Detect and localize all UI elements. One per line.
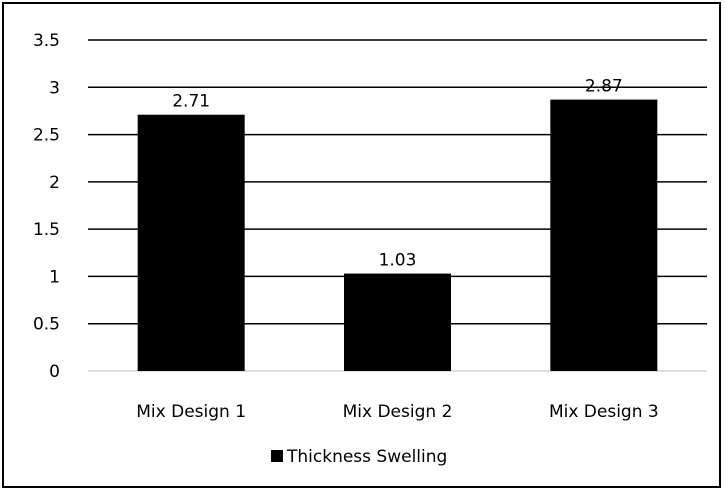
data-labels: 2.71 1.03 2.87: [172, 77, 623, 271]
x-axis-categories: Mix Design 1 Mix Design 2 Mix Design 3: [136, 402, 658, 422]
y-tick-label: 0: [49, 362, 60, 382]
y-tick-label: 3: [49, 78, 60, 98]
y-tick-label: 1.5: [33, 220, 60, 240]
y-axis-ticks: 0 0.5 1 1.5 2 2.5 3 3.5: [33, 31, 60, 382]
y-tick-label: 1: [49, 267, 60, 287]
bar-2: [344, 273, 451, 371]
x-category-label: Mix Design 2: [343, 402, 453, 422]
legend-label: Thickness Swelling: [286, 447, 447, 467]
data-label-1: 2.71: [172, 92, 210, 112]
y-tick-label: 2.5: [33, 126, 60, 146]
x-category-label: Mix Design 1: [136, 402, 246, 422]
bar-1: [137, 114, 245, 371]
y-tick-label: 2: [49, 173, 60, 193]
legend-swatch: [271, 450, 283, 462]
bar-3: [550, 99, 658, 371]
y-tick-label: 0.5: [33, 315, 60, 335]
legend: Thickness Swelling: [271, 447, 447, 467]
x-category-label: Mix Design 3: [549, 402, 659, 422]
y-tick-label: 3.5: [33, 31, 60, 51]
bars: [137, 99, 658, 371]
data-label-3: 2.87: [585, 77, 623, 97]
data-label-2: 1.03: [379, 251, 417, 271]
